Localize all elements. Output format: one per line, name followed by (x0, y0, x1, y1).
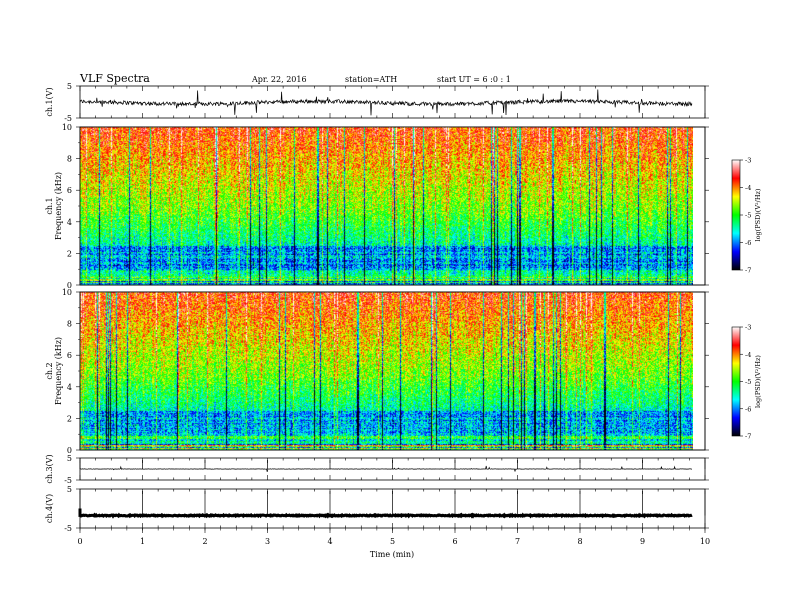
colorbar-gradient (731, 159, 741, 271)
waveform-trace (79, 89, 693, 116)
spectrogram-image (80, 292, 693, 450)
x-tick-label: 9 (640, 537, 645, 546)
y-tick-label: 2 (67, 414, 72, 423)
colorbar-tick-label: -7 (745, 267, 751, 275)
x-tick-label: 7 (515, 537, 520, 546)
colorbar-tick-label: -3 (745, 324, 751, 332)
colorbar-tick-label: -4 (745, 184, 751, 192)
panel-ch1-spec: 0 2 4 6 8 10 ch.1 Frequency (kHz) (45, 123, 709, 290)
y-tick-label: -5 (64, 524, 72, 533)
y-tick-label: 4 (67, 383, 72, 392)
colorbar-label: log(PSD)(V²/Hz) (754, 355, 762, 408)
y-tick-label: -5 (64, 476, 72, 485)
channel-label: ch.2 (45, 362, 54, 379)
x-tick-label: 5 (390, 537, 395, 546)
waveform-trace (78, 508, 693, 519)
y-tick-label: 10 (62, 123, 72, 132)
y-tick-label: 0 (67, 446, 72, 455)
y-tick-label: 0 (67, 281, 72, 290)
spectrogram-image (80, 127, 693, 285)
colorbar-gradient (731, 326, 741, 437)
panel-ch2-spec: 0 2 4 6 8 10 ch.2 Frequency (kHz) (45, 288, 709, 455)
y-tick-label: 5 (67, 485, 72, 494)
y-axis-label: Frequency (kHz) (54, 337, 63, 405)
colorbar-tick-label: -5 (745, 378, 751, 386)
waveform-trace (79, 465, 692, 472)
chart-title: VLF Spectra (79, 72, 150, 85)
y-tick-label: 4 (67, 218, 72, 227)
y-tick-label: 2 (67, 249, 72, 258)
y-tick-label: -5 (64, 114, 72, 123)
x-tick-label: 0 (77, 537, 82, 546)
y-tick-label: 5 (67, 82, 72, 91)
colorbar-ch2-spec: -3 -4 -5 -6 -7 log(PSD)(V²/Hz) (731, 324, 762, 441)
channel-label: ch.3(V) (45, 454, 54, 483)
x-tick-label: 10 (700, 537, 710, 546)
channel-label: ch.1 (45, 197, 54, 214)
panel-ch4-wave: 5 -5 ch.4(V) (45, 485, 709, 533)
y-tick-label: 10 (62, 288, 72, 297)
y-tick-label: 8 (67, 320, 72, 329)
station-label: station=ATH (345, 75, 397, 84)
colorbar-tick-label: -6 (745, 405, 751, 413)
colorbar-ch1-spec: -3 -4 -5 -6 -7 log(PSD)(V²/Hz) (731, 157, 762, 275)
x-tick-label: 2 (202, 537, 207, 546)
colorbar-tick-label: -4 (745, 351, 751, 359)
start-time-label: start UT = 6 :0 : 1 (437, 75, 511, 84)
x-tick-label: 6 (452, 537, 457, 546)
panel-ch1-wave: 5 -5 ch.1(V) (45, 82, 709, 123)
channel-label: ch.4(V) (45, 494, 54, 523)
x-tick-label: 4 (327, 537, 332, 546)
x-tick-label: 1 (140, 537, 145, 546)
panel-ch3-wave: 5 -5 ch.3(V) (45, 454, 709, 485)
x-axis-label: Time (min) (370, 550, 414, 559)
x-tick-label: 3 (265, 537, 270, 546)
y-tick-label: 8 (67, 155, 72, 164)
colorbar-tick-label: -6 (745, 239, 751, 247)
x-tick-label: 8 (577, 537, 582, 546)
y-tick-label: 6 (67, 351, 72, 360)
colorbar-tick-label: -7 (745, 433, 751, 441)
y-axis-label: Frequency (kHz) (54, 172, 63, 240)
colorbar-tick-label: -5 (745, 212, 751, 220)
y-tick-label: 6 (67, 186, 72, 195)
y-tick-label: 5 (67, 454, 72, 463)
date-label: Apr. 22, 2016 (251, 75, 307, 84)
channel-label: ch.1(V) (45, 87, 54, 116)
colorbar-tick-label: -3 (745, 157, 751, 165)
colorbar-label: log(PSD)(V²/Hz) (754, 188, 762, 241)
